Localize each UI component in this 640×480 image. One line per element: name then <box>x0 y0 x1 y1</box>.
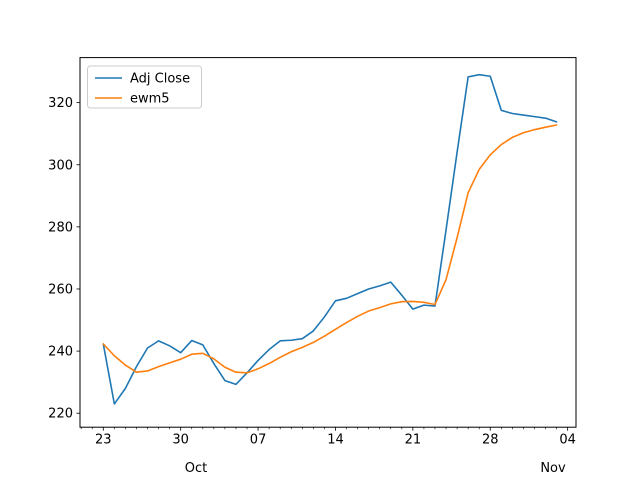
y-tick-label: 280 <box>48 220 73 235</box>
month-label: Nov <box>540 461 566 476</box>
month-label: Oct <box>185 461 207 476</box>
x-tick-label: 30 <box>172 433 189 448</box>
legend-item-adj-close: Adj Close <box>95 72 190 87</box>
x-tick-label: 21 <box>405 433 422 448</box>
legend-label-ewm5: ewm5 <box>130 92 170 107</box>
y-tick-label: 220 <box>48 407 73 422</box>
x-tick-label: 14 <box>327 433 344 448</box>
y-tick-label: 260 <box>48 282 73 297</box>
y-tick-label: 300 <box>48 158 73 173</box>
x-tick-label: 04 <box>559 433 576 448</box>
y-tick-label: 320 <box>48 96 73 111</box>
x-tick-label: 07 <box>250 433 267 448</box>
legend-label-adj-close: Adj Close <box>130 72 190 87</box>
legend: Adj Close ewm5 <box>87 65 202 109</box>
ewm5-line <box>102 124 558 374</box>
legend-item-ewm5: ewm5 <box>95 92 170 107</box>
adj-close-line <box>102 73 558 405</box>
x-tick-label: 28 <box>482 433 499 448</box>
axes-frame <box>79 57 577 428</box>
y-tick-label: 240 <box>48 345 73 360</box>
x-tick-label: 23 <box>95 433 112 448</box>
plot-area: 220 240 260 280 300 320 23 30 07 14 21 28 04 Oct Nov <box>48 57 577 476</box>
